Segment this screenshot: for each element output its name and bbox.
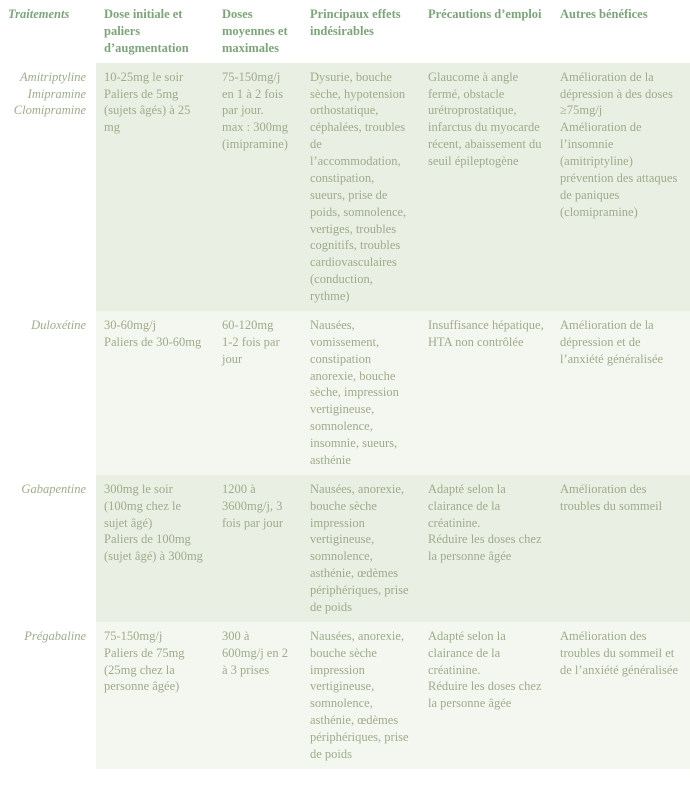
medication-table: Traitements Dose initiale et paliers d’a… (0, 0, 690, 769)
cell-dose-moy: 60-120mg1-2 fois par jour (214, 311, 302, 475)
cell-precautions: Insuffisance hépatique, HTA non contrôlé… (420, 311, 552, 475)
col-header-precautions: Précautions d’emploi (420, 0, 552, 63)
cell-dose-moy: 1200 à 3600mg/j, 3 fois par jour (214, 475, 302, 622)
cell-precautions: Adapté selon la clairance de la créatini… (420, 475, 552, 622)
cell-precautions: Glaucome à angle fermé, obstacle urétrop… (420, 63, 552, 311)
cell-dose-init: 10-25mg le soirPaliers de 5mg (sujets âg… (96, 63, 214, 311)
cell-dose-init: 300mg le soir (100mg chez le sujet âgé)P… (96, 475, 214, 622)
cell-treatment: Duloxétine (0, 311, 96, 475)
cell-treatment: Prégabaline (0, 622, 96, 769)
cell-effets: Nausées, anorexie, bouche sèche impressi… (302, 622, 420, 769)
table-header-row: Traitements Dose initiale et paliers d’a… (0, 0, 690, 63)
cell-benefices: Amélioration des troubles du sommeil et … (552, 622, 690, 769)
cell-dose-moy: 300 à 600mg/j en 2 à 3 prises (214, 622, 302, 769)
cell-benefices: Amélioration de la dépression à des dose… (552, 63, 690, 311)
cell-treatment: AmitriptylineImipramineClomipramine (0, 63, 96, 311)
cell-benefices: Amélioration de la dépression et de l’an… (552, 311, 690, 475)
cell-effets: Dysurie, bouche sèche, hypotension ortho… (302, 63, 420, 311)
table-row: Duloxétine 30-60mg/jPaliers de 30-60mg 6… (0, 311, 690, 475)
cell-dose-init: 30-60mg/jPaliers de 30-60mg (96, 311, 214, 475)
col-header-benefices: Autres bénéfices (552, 0, 690, 63)
cell-benefices: Amélioration des troubles du sommeil (552, 475, 690, 622)
cell-treatment: Gabapentine (0, 475, 96, 622)
table-row: Prégabaline 75-150mg/jPaliers de 75mg (2… (0, 622, 690, 769)
col-header-traitements: Traitements (0, 0, 96, 63)
cell-effets: Nausées, vomissement, constipation anore… (302, 311, 420, 475)
col-header-dose-initiale: Dose initiale et paliers d’augmentation (96, 0, 214, 63)
cell-dose-init: 75-150mg/jPaliers de 75mg (25mg chez la … (96, 622, 214, 769)
table-row: Gabapentine 300mg le soir (100mg chez le… (0, 475, 690, 622)
col-header-effets: Principaux effets indésirables (302, 0, 420, 63)
col-header-dose-moyennes: Doses moyennes et maximales (214, 0, 302, 63)
cell-precautions: Adapté selon la clairance de la créatini… (420, 622, 552, 769)
cell-dose-moy: 75-150mg/j en 1 à 2 fois par jour.max : … (214, 63, 302, 311)
cell-effets: Nausées, anorexie, bouche sèche impressi… (302, 475, 420, 622)
table-row: AmitriptylineImipramineClomipramine 10-2… (0, 63, 690, 311)
